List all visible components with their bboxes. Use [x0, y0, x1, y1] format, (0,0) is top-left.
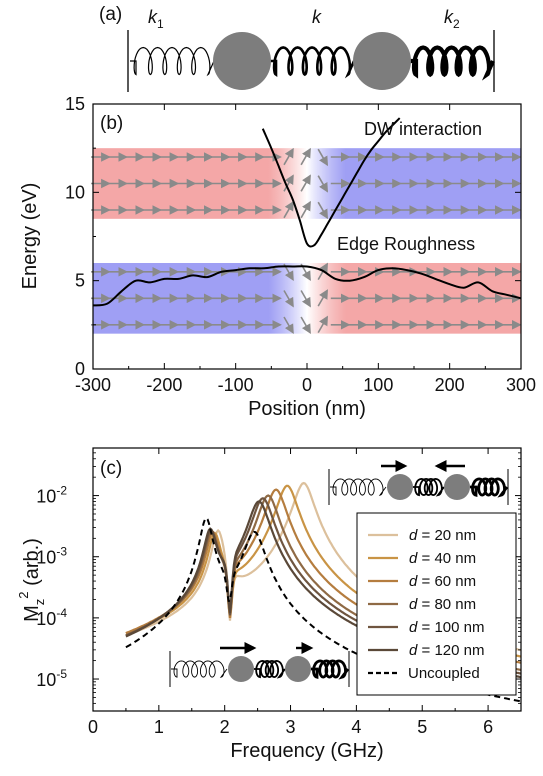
legend-label: d = 80 nm — [409, 596, 476, 613]
x-tick-label: 2 — [220, 717, 230, 737]
spring-k1 — [130, 46, 215, 77]
mass-left — [213, 32, 271, 90]
spin-arrow — [317, 201, 328, 220]
inset-schematic-parallel — [169, 642, 350, 687]
legend-label: d = 40 nm — [409, 550, 476, 567]
panel-b-curves — [92, 117, 522, 307]
legend-label: d = 100 nm — [409, 619, 484, 636]
spring-coil — [270, 46, 356, 79]
x-tick-label: 3 — [286, 717, 296, 737]
inset-mass — [228, 656, 254, 682]
panel-b-xlabel: Position (nm) — [248, 398, 366, 420]
x-tick-label: 1 — [154, 717, 164, 737]
spring-k — [270, 46, 356, 79]
spin-arrow — [283, 174, 294, 192]
spin-arrow — [300, 290, 311, 308]
y-tick-label: 10-4 — [36, 606, 67, 629]
inset-spring — [470, 477, 509, 498]
panel-c-ylabel: Mz2 (arb.) — [16, 538, 47, 622]
inset-spring — [330, 478, 387, 496]
inset-mass — [444, 474, 470, 500]
y-tick-label: 5 — [75, 271, 85, 291]
spin-arrow — [300, 174, 311, 192]
spin-arrow — [317, 148, 328, 167]
legend-label: Uncoupled — [408, 665, 480, 682]
spin-arrow — [300, 147, 311, 166]
panel-c-ticks: 0 1 2 3 4 5 6 10-5 10-4 10-3 10-2 — [36, 448, 521, 737]
x-tick-label: 4 — [351, 717, 361, 737]
inset-mass — [387, 474, 413, 500]
y-tick-label: 15 — [65, 94, 85, 114]
panel-a-label: (a) — [99, 4, 122, 25]
panel-b-energy-chart: -300 -200 -100 0 100 200 300 0 5 10 15 (b) DW inte… — [19, 94, 536, 420]
inset-mass — [285, 656, 311, 682]
legend-label: d = 20 nm — [409, 527, 476, 544]
spring-label-k2: k2 — [444, 7, 460, 31]
x-tick-label: -300 — [75, 375, 111, 395]
x-tick-label: 300 — [506, 375, 536, 395]
y-tick-label: 10-3 — [36, 545, 67, 568]
inset-spring — [171, 660, 228, 678]
inset-spring — [311, 659, 350, 680]
spin-arrow — [317, 175, 328, 193]
spin-arrow — [300, 316, 311, 334]
panel-c-xlabel: Frequency (GHz) — [230, 740, 383, 762]
spring-coil — [410, 45, 495, 81]
spin-arrow — [317, 315, 328, 333]
x-tick-label: 0 — [302, 375, 312, 395]
y-tick-label: 10-5 — [36, 667, 67, 690]
inset-spring — [413, 477, 445, 497]
series-line-dw — [261, 117, 401, 248]
annotation-edge-roughness: Edge Roughness — [337, 234, 475, 254]
x-tick-label: 5 — [417, 717, 427, 737]
legend-label: d = 60 nm — [409, 573, 476, 590]
series-line-edge — [92, 265, 522, 307]
panel-b-label: (b) — [100, 113, 123, 134]
x-tick-label: 200 — [435, 375, 465, 395]
inset-schematic-antiparallel — [328, 460, 509, 505]
spin-arrow — [283, 290, 294, 308]
panel-a-spring-schematic: (a) k1 k k2 — [99, 4, 495, 92]
legend: d = 20 nm d = 40 nm d = 60 nm d = 80 nm d = … — [356, 512, 517, 696]
x-tick-label: 6 — [483, 717, 493, 737]
legend-label: d = 120 nm — [409, 642, 484, 659]
spin-arrow — [300, 200, 311, 219]
spring-label-k1: k1 — [148, 7, 164, 31]
y-tick-label: 10-2 — [36, 484, 67, 507]
spring-k2 — [410, 45, 495, 81]
spin-arrow — [317, 289, 328, 307]
panel-b-ylabel: Energy (eV) — [19, 183, 41, 290]
series-line-uncoupled — [125, 516, 522, 703]
spin-arrow — [283, 316, 294, 334]
y-tick-label: 10 — [65, 182, 85, 202]
annotation-dw-interaction: DW interaction — [364, 119, 482, 139]
spin-arrow — [283, 147, 294, 166]
panel-c-frame — [92, 447, 522, 712]
panel-c-spectrum-chart: 0 1 2 3 4 5 6 10-5 10-4 10-3 10-2 (c) Frequency (G… — [16, 447, 522, 762]
spring-coil — [130, 46, 215, 77]
panel-c-label: (c) — [100, 458, 122, 479]
y-tick-label: 0 — [75, 359, 85, 379]
mass-right — [353, 32, 411, 90]
x-tick-label: 0 — [88, 717, 98, 737]
inset-spring — [254, 659, 286, 679]
spin-arrow — [283, 200, 294, 219]
x-tick-label: -100 — [218, 375, 254, 395]
spring-label-k: k — [312, 7, 322, 27]
x-tick-label: 100 — [363, 375, 393, 395]
panel-b-ticks: -300 -200 -100 0 100 200 300 0 5 10 15 — [65, 94, 536, 395]
x-tick-label: -200 — [146, 375, 182, 395]
